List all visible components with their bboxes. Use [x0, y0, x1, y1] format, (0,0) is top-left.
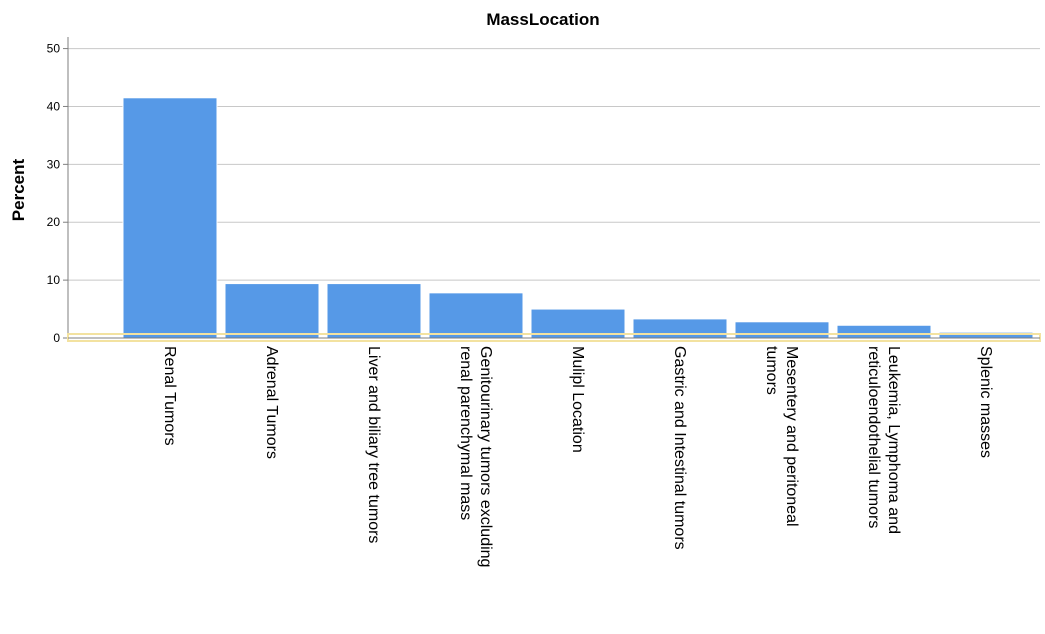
category-label: Mulipl Location — [569, 346, 586, 453]
category-label-line: reticuloendothelial tumors — [865, 346, 882, 528]
labels-layer: 0 10 20 30 40 50 Renal Tumors Adrenal Tumors Liv… — [47, 42, 994, 568]
category-label-line: Leukemia, Lymphoma and — [885, 346, 902, 534]
category-label-line: Genitourinary tumors excluding — [477, 346, 494, 567]
category-label: Renal Tumors — [161, 346, 178, 446]
category-label-line: Splenic masses — [977, 346, 994, 458]
y-tick-label: 50 — [47, 42, 61, 56]
chart-title: MassLocation — [486, 10, 599, 29]
category-label: Liver and biliary tree tumors — [365, 346, 382, 543]
bar — [428, 292, 524, 339]
bar — [734, 321, 830, 339]
category-label: Leukemia, Lymphoma andreticuloendothelia… — [865, 346, 902, 534]
axis-layer — [63, 37, 1041, 342]
bars-layer — [122, 97, 1034, 339]
category-label: Adrenal Tumors — [263, 346, 280, 459]
category-label-line: Gastric and Intestinal tumors — [671, 346, 688, 550]
y-tick-label: 10 — [47, 273, 61, 287]
category-label-line: Liver and biliary tree tumors — [365, 346, 382, 543]
category-label-line: Adrenal Tumors — [263, 346, 280, 459]
category-label-line: renal parenchymal mass — [457, 346, 474, 520]
y-tick-label: 40 — [47, 99, 61, 113]
bar — [632, 318, 728, 339]
grid-layer — [68, 48, 1040, 281]
category-label-line: Mesentery and peritoneal — [783, 346, 800, 527]
y-axis-label: Percent — [9, 158, 28, 221]
bar — [326, 283, 422, 339]
y-tick-label: 0 — [53, 331, 60, 345]
category-label-line: tumors — [763, 346, 780, 395]
bar — [836, 324, 932, 339]
bar — [122, 97, 218, 339]
category-label-line: Renal Tumors — [161, 346, 178, 446]
category-label-line: Mulipl Location — [569, 346, 586, 453]
y-tick-label: 20 — [47, 215, 61, 229]
category-label: Gastric and Intestinal tumors — [671, 346, 688, 550]
y-tick-label: 30 — [47, 157, 61, 171]
category-label: Splenic masses — [977, 346, 994, 458]
bar — [224, 283, 320, 339]
